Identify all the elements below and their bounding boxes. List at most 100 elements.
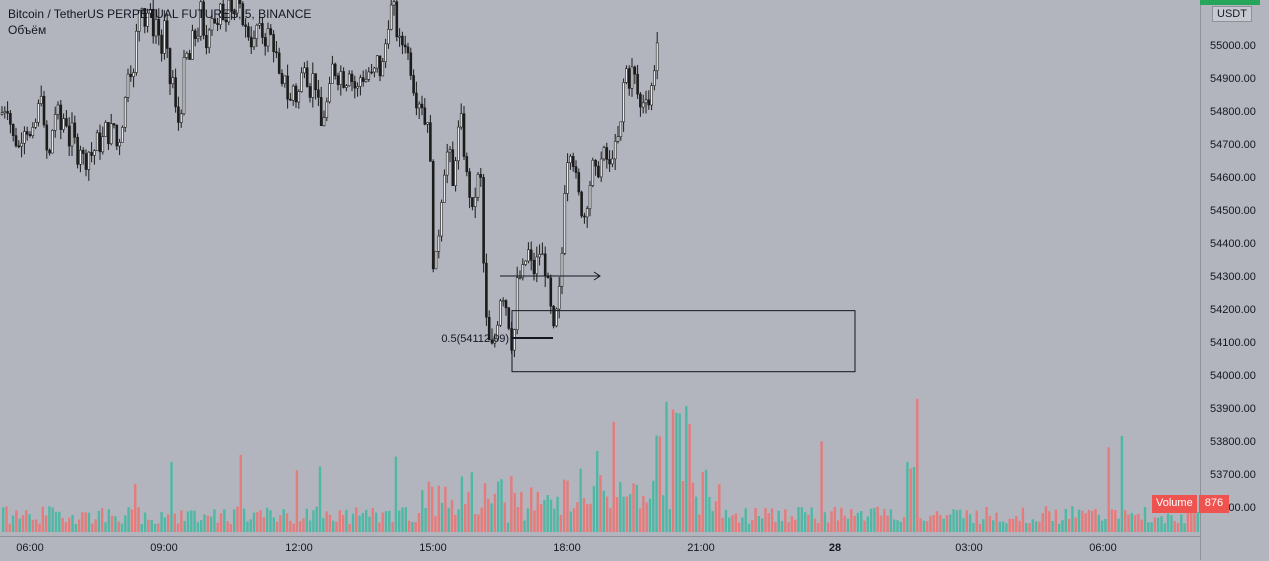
volume-bar	[236, 506, 239, 532]
candle-body	[238, 0, 242, 4]
candle-body	[25, 131, 29, 135]
candle-body	[216, 22, 219, 25]
volume-bar	[219, 513, 223, 532]
volume-bar	[599, 475, 602, 532]
time-axis[interactable]	[0, 536, 1200, 561]
candle-body	[361, 77, 365, 82]
volume-bar	[348, 523, 351, 532]
volume-bar	[163, 517, 167, 532]
volume-bar	[351, 513, 355, 532]
volume-bar	[398, 510, 401, 532]
candle-body	[39, 95, 43, 104]
volume-bar	[922, 520, 926, 532]
volume-bar	[520, 491, 523, 532]
currency-unit-badge[interactable]: USDT	[1212, 6, 1252, 22]
volume-bar	[1018, 520, 1021, 532]
candle-body	[420, 103, 424, 109]
volume-bar	[1041, 513, 1044, 532]
candle-body	[364, 79, 368, 82]
volume-bar	[262, 517, 266, 532]
volume-tag-value: 876	[1198, 495, 1230, 513]
drawing-annotations[interactable]: 0.5(54112.09)	[441, 271, 856, 373]
candle-body	[331, 63, 334, 84]
candle-body	[650, 85, 653, 106]
candle-body	[633, 66, 637, 75]
volume-bar	[902, 516, 906, 532]
candle-body	[641, 102, 645, 108]
volume-bar	[737, 522, 741, 532]
candle-body	[373, 67, 376, 73]
candle-body	[370, 71, 373, 74]
candle-body	[468, 171, 471, 198]
candle-body	[45, 124, 49, 151]
volume-bar	[431, 486, 434, 532]
candle-body	[303, 67, 306, 74]
time-axis-labels: 06:00 09:00 12:00 15:00 18:00 21:00 28 03:00 06:…	[16, 542, 1117, 554]
volume-bar	[586, 504, 589, 532]
candle-body	[73, 122, 77, 138]
volume-bar	[312, 510, 315, 532]
volume-bar	[602, 490, 605, 532]
volume-bar	[830, 511, 833, 532]
candle-body	[577, 172, 581, 193]
price-tick-label: 53700.00	[1210, 469, 1256, 481]
volume-bar	[229, 523, 233, 532]
candle-body	[476, 174, 480, 198]
volume-bar	[190, 510, 193, 532]
volume-bar	[655, 435, 658, 532]
volume-bar	[711, 510, 714, 532]
volume-bar	[741, 517, 744, 532]
volume-bar	[879, 515, 883, 532]
volume-bar	[1153, 517, 1157, 532]
volume-bar	[708, 496, 711, 532]
volume-bar	[714, 501, 718, 532]
volume-bar	[1127, 514, 1130, 532]
volume-bar	[596, 451, 599, 532]
volume-bar	[1044, 506, 1048, 532]
volume-bar	[5, 506, 8, 532]
volume-bar	[421, 490, 424, 532]
volume-bar	[1091, 510, 1094, 532]
candle-body	[580, 191, 583, 217]
volume-bar	[1064, 508, 1067, 532]
volume-bar	[1001, 521, 1005, 532]
volume-bar	[731, 515, 734, 532]
volume-bar	[114, 516, 117, 532]
volume-bar	[813, 518, 817, 532]
volume-bar	[117, 521, 120, 532]
candle-body	[619, 121, 623, 138]
volume-bar	[724, 509, 728, 532]
candle-body	[272, 34, 275, 53]
candle-body	[168, 48, 172, 85]
candle-body	[465, 156, 469, 173]
candle-body	[224, 19, 228, 23]
volume-bar	[506, 522, 510, 532]
volume-bar	[965, 510, 968, 532]
candle-body	[529, 249, 533, 261]
volume-bar	[823, 512, 827, 532]
volume-bar	[526, 508, 530, 532]
candle-body	[219, 3, 222, 25]
time-tick-label: 09:00	[150, 542, 178, 554]
volume-bar	[893, 519, 896, 532]
candle-body	[630, 66, 634, 89]
time-tick-label: 12:00	[285, 542, 313, 554]
volume-bar	[1170, 515, 1173, 532]
volume-tag-label: Volume	[1152, 495, 1197, 513]
volume-bar	[203, 514, 206, 532]
volume-bar	[180, 510, 183, 532]
candle-body	[28, 134, 32, 136]
price-scale[interactable]	[1200, 0, 1269, 560]
volume-bar	[612, 421, 615, 532]
volume-bar	[341, 514, 345, 532]
candle-body	[594, 159, 597, 167]
volume-bar	[817, 522, 820, 532]
price-tick-label: 54800.00	[1210, 106, 1256, 118]
volume-bar	[167, 514, 170, 532]
volume-bar	[539, 504, 543, 532]
volume-bar	[794, 519, 797, 532]
volume-bar	[124, 515, 127, 532]
volume-bar	[929, 515, 932, 532]
candle-body	[384, 43, 387, 62]
